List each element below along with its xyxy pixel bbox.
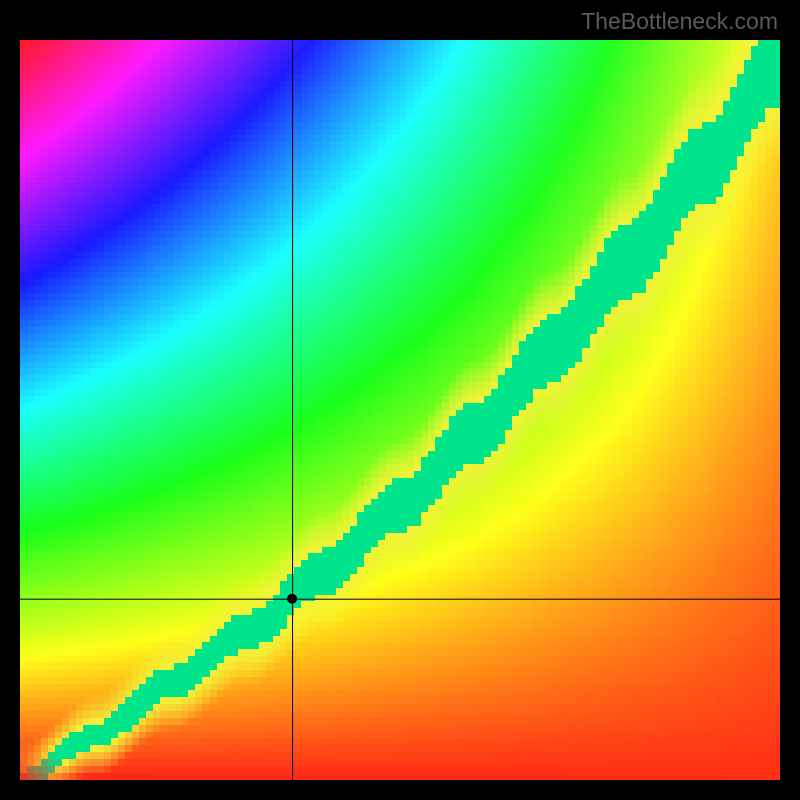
watermark-text: TheBottleneck.com [581, 8, 778, 35]
heatmap-canvas [20, 40, 780, 780]
heatmap-plot [20, 40, 780, 780]
chart-container: TheBottleneck.com [0, 0, 800, 800]
